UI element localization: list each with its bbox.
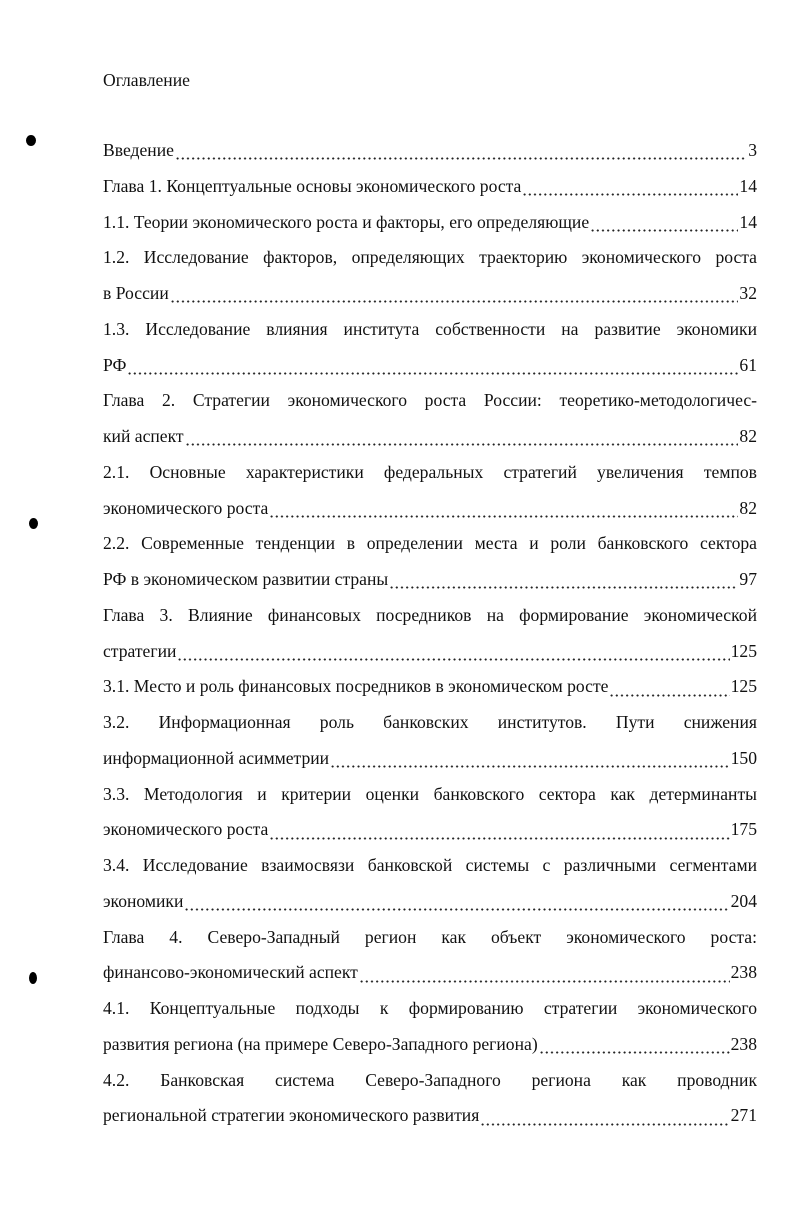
toc-entry: 3.2. Информационная роль банковских инст…	[103, 705, 757, 777]
dot-leader	[538, 1051, 730, 1055]
page-number: 14	[739, 175, 757, 196]
scan-mark	[29, 972, 37, 984]
entry-line: в России 32	[103, 276, 757, 312]
entry-line: 1.2. Исследование факторов, определяющих…	[103, 247, 757, 268]
entry-line: 4.2. Банковская система Северо-Западного…	[103, 1069, 757, 1090]
page-number: 61	[739, 354, 757, 375]
entry-text: РФ в экономическом развитии страны	[103, 569, 389, 589]
entry-line: 1.1. Теории экономического роста и факто…	[103, 205, 757, 241]
entry-text: 1.1. Теории экономического роста и факто…	[103, 211, 590, 232]
entry-line: Глава 3. Влияние финансовых посредников …	[103, 604, 757, 625]
page-number: 271	[730, 1105, 757, 1126]
dot-leader	[358, 979, 730, 983]
toc-entry: 3.3. Методология и критерии оценки банко…	[103, 777, 757, 849]
toc-entry: 3.4. Исследование взаимосвязи банковской…	[103, 848, 757, 920]
entry-text: Введение	[103, 140, 174, 160]
dot-leader	[609, 693, 730, 697]
entry-line: экономического роста 175	[103, 812, 757, 848]
entry-line: Глава 2. Стратегии экономического роста …	[103, 390, 757, 411]
entry-text: развития региона (на примере Северо-Запа…	[103, 1033, 538, 1054]
dot-leader	[330, 765, 730, 769]
page-number: 150	[730, 747, 757, 768]
entry-line: региональной стратегии экономического ра…	[103, 1098, 757, 1134]
page-number: 238	[730, 962, 757, 983]
page-number: 32	[739, 283, 757, 303]
entry-text: 3.1. Место и роль финансовых посредников…	[103, 676, 609, 697]
scan-mark	[29, 518, 38, 529]
entry-line: экономического роста 82	[103, 491, 757, 527]
entry-line: 3.3. Методология и критерии оценки банко…	[103, 783, 757, 804]
entry-line: РФ в экономическом развитии страны 97	[103, 562, 757, 598]
entry-text: стратегии	[103, 640, 177, 661]
toc-title: Оглавление	[103, 70, 190, 90]
entry-line: финансово-экономический аспект 238	[103, 955, 757, 991]
page-number: 97	[739, 569, 757, 589]
dot-leader	[184, 443, 739, 447]
toc-entry: 1.1. Теории экономического роста и факто…	[103, 205, 757, 241]
dot-leader	[169, 300, 739, 304]
entry-line: 3.1. Место и роль финансовых посредников…	[103, 669, 757, 705]
page-number: 125	[730, 640, 757, 661]
toc-entry: 1.3. Исследование влияния института собс…	[103, 312, 757, 384]
page-number: 82	[739, 426, 757, 446]
page-number: 82	[739, 497, 757, 518]
dot-leader	[522, 193, 739, 197]
page-number: 238	[730, 1033, 757, 1054]
toc-entry: Введение 3	[103, 133, 757, 169]
toc-entry: Глава 3. Влияние финансовых посредников …	[103, 598, 757, 670]
entry-text: экономического роста	[103, 497, 269, 518]
entry-line: информационной асимметрии 150	[103, 741, 757, 777]
entry-text: РФ	[103, 354, 127, 375]
page-number: 175	[730, 819, 757, 840]
entry-text: кий аспект	[103, 426, 184, 446]
dot-leader	[177, 657, 730, 661]
entry-line: РФ 61	[103, 348, 757, 384]
page-number: 204	[730, 890, 757, 911]
entry-line: 3.4. Исследование взаимосвязи банковской…	[103, 855, 757, 875]
toc-entry: Глава 2. Стратегии экономического роста …	[103, 383, 757, 455]
entry-text: региональной стратегии экономического ра…	[103, 1105, 480, 1126]
toc-entry: 4.1. Концептуальные подходы к формирован…	[103, 991, 757, 1063]
toc-entry: 3.1. Место и роль финансовых посредников…	[103, 669, 757, 705]
entry-line: Глава 1. Концептуальные основы экономиче…	[103, 169, 757, 205]
toc-entry: 1.2. Исследование факторов, определяющих…	[103, 240, 757, 312]
entry-line: 2.2. Современные тенденции в определении…	[103, 533, 757, 554]
toc-entry: Глава 4. Северо-Западный регион как объе…	[103, 920, 757, 992]
entry-line: кий аспект 82	[103, 419, 757, 455]
entry-text: экономического роста	[103, 819, 269, 840]
entry-line: стратегии 125	[103, 634, 757, 670]
page-number: 14	[739, 211, 757, 232]
entry-line: Глава 4. Северо-Западный регион как объе…	[103, 926, 757, 947]
entry-text: Глава 1. Концептуальные основы экономиче…	[103, 175, 522, 196]
page-number: 125	[730, 676, 757, 697]
dot-leader	[389, 586, 739, 590]
entry-line: 1.3. Исследование влияния института собс…	[103, 318, 757, 339]
entry-line: 2.1. Основные характеристики федеральных…	[103, 461, 757, 482]
toc-list: Введение 3 Глава 1. Концептуальные основы …	[103, 133, 757, 1134]
toc-entry: 2.1. Основные характеристики федеральных…	[103, 455, 757, 527]
toc-entry: 4.2. Банковская система Северо-Западного…	[103, 1063, 757, 1135]
entry-text: экономики	[103, 890, 184, 911]
entry-text: в России	[103, 283, 169, 303]
dot-leader	[127, 371, 739, 375]
dot-leader	[269, 836, 730, 840]
entry-line: 3.2. Информационная роль банковских инст…	[103, 712, 757, 732]
scan-mark	[26, 135, 36, 146]
dot-leader	[184, 908, 730, 912]
dot-leader	[590, 228, 739, 232]
entry-text: информационной асимметрии	[103, 747, 330, 768]
entry-line: экономики 204	[103, 884, 757, 920]
toc-entry: Глава 1. Концептуальные основы экономиче…	[103, 169, 757, 205]
dot-leader	[174, 157, 748, 161]
entry-line: 4.1. Концептуальные подходы к формирован…	[103, 998, 757, 1018]
dot-leader	[269, 514, 739, 518]
dot-leader	[480, 1122, 730, 1126]
entry-line: развития региона (на примере Северо-Запа…	[103, 1027, 757, 1063]
page-number: 3	[748, 140, 757, 160]
entry-text: финансово-экономический аспект	[103, 962, 358, 983]
toc-entry: 2.2. Современные тенденции в определении…	[103, 526, 757, 598]
entry-line: Введение 3	[103, 133, 757, 169]
